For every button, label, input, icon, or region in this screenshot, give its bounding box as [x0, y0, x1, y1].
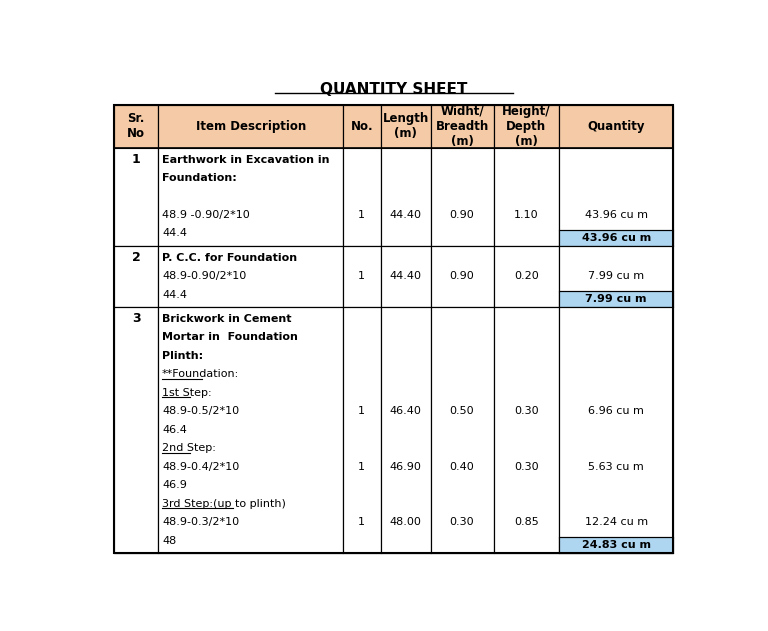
Text: 0.30: 0.30: [450, 517, 475, 527]
Bar: [114, 105, 158, 148]
Text: 1: 1: [358, 462, 366, 472]
Text: 3: 3: [132, 312, 141, 326]
Bar: [380, 105, 431, 148]
Text: 46.4: 46.4: [162, 425, 187, 435]
Text: 48.9 -0.90/2*10: 48.9 -0.90/2*10: [162, 210, 250, 220]
Bar: [494, 246, 559, 307]
Text: 48: 48: [162, 536, 177, 546]
Bar: [559, 291, 674, 307]
Bar: [431, 246, 494, 307]
Text: 46.40: 46.40: [389, 406, 422, 416]
Text: 0.40: 0.40: [450, 462, 475, 472]
Text: 0.30: 0.30: [514, 406, 538, 416]
Bar: [343, 307, 380, 553]
Text: Item Description: Item Description: [196, 120, 306, 133]
Bar: [114, 148, 158, 245]
Text: 1: 1: [358, 406, 366, 416]
Text: 0.85: 0.85: [514, 517, 538, 527]
Text: 46.9: 46.9: [162, 480, 187, 490]
Text: 1: 1: [358, 271, 366, 281]
Text: Sr.
No: Sr. No: [127, 112, 145, 140]
Text: Plinth:: Plinth:: [162, 351, 204, 361]
Bar: [559, 307, 674, 553]
Bar: [380, 307, 431, 553]
Bar: [559, 148, 674, 245]
Text: 48.9-0.5/2*10: 48.9-0.5/2*10: [162, 406, 239, 416]
Text: 48.00: 48.00: [389, 517, 422, 527]
Bar: [343, 246, 380, 307]
Text: **Foundation:: **Foundation:: [162, 369, 240, 379]
Text: 0.90: 0.90: [450, 271, 475, 281]
Bar: [494, 307, 559, 553]
Text: Earthwork in Excavation in: Earthwork in Excavation in: [162, 155, 329, 165]
Bar: [114, 246, 158, 307]
Text: 24.83 cu m: 24.83 cu m: [581, 540, 650, 550]
Bar: [158, 105, 343, 148]
Text: 12.24 cu m: 12.24 cu m: [584, 517, 647, 527]
Text: 0.20: 0.20: [514, 271, 538, 281]
Text: 2nd Step:: 2nd Step:: [162, 443, 216, 453]
Text: 43.96 cu m: 43.96 cu m: [584, 210, 647, 220]
Text: Widht/
Breadth
(m): Widht/ Breadth (m): [435, 105, 488, 148]
Text: Mortar in  Foundation: Mortar in Foundation: [162, 333, 298, 343]
Bar: [494, 148, 559, 245]
Text: 46.90: 46.90: [389, 462, 422, 472]
Text: 44.40: 44.40: [389, 271, 422, 281]
Bar: [380, 148, 431, 245]
Bar: [114, 307, 158, 553]
Text: 1: 1: [358, 210, 366, 220]
Bar: [343, 105, 380, 148]
Text: 6.96 cu m: 6.96 cu m: [588, 406, 644, 416]
Text: 0.30: 0.30: [514, 462, 538, 472]
Bar: [431, 148, 494, 245]
Text: Length
(m): Length (m): [382, 112, 429, 140]
Bar: [559, 536, 674, 553]
Text: 1.10: 1.10: [514, 210, 538, 220]
Bar: [494, 105, 559, 148]
Bar: [158, 148, 343, 245]
Text: No.: No.: [350, 120, 373, 133]
Text: 0.50: 0.50: [450, 406, 475, 416]
Bar: [559, 105, 674, 148]
Bar: [380, 246, 431, 307]
Bar: [559, 246, 674, 307]
Text: Height/
Depth
(m): Height/ Depth (m): [502, 105, 551, 148]
Text: 48.9-0.3/2*10: 48.9-0.3/2*10: [162, 517, 239, 527]
Bar: [431, 105, 494, 148]
Text: 2: 2: [132, 251, 141, 264]
Text: 44.4: 44.4: [162, 290, 187, 300]
Text: 7.99 cu m: 7.99 cu m: [585, 294, 647, 304]
Text: 7.99 cu m: 7.99 cu m: [588, 271, 644, 281]
Text: QUANTITY SHEET: QUANTITY SHEET: [320, 82, 467, 97]
Bar: [343, 148, 380, 245]
Text: 3rd Step:(up to plinth): 3rd Step:(up to plinth): [162, 498, 286, 509]
Text: 1st Step:: 1st Step:: [162, 388, 212, 398]
Text: Quantity: Quantity: [588, 120, 645, 133]
Text: 5.63 cu m: 5.63 cu m: [588, 462, 644, 472]
Text: 48.9-0.4/2*10: 48.9-0.4/2*10: [162, 462, 240, 472]
Text: 44.40: 44.40: [389, 210, 422, 220]
Bar: [559, 230, 674, 245]
Bar: [158, 307, 343, 553]
Bar: [158, 246, 343, 307]
Text: Brickwork in Cement: Brickwork in Cement: [162, 314, 292, 324]
Text: 1: 1: [358, 517, 366, 527]
Text: 43.96 cu m: 43.96 cu m: [581, 233, 650, 243]
Bar: [431, 307, 494, 553]
Text: Foundation:: Foundation:: [162, 173, 237, 183]
Text: 1: 1: [132, 153, 141, 166]
Text: 44.4: 44.4: [162, 228, 187, 239]
Text: 0.90: 0.90: [450, 210, 475, 220]
Text: 48.9-0.90/2*10: 48.9-0.90/2*10: [162, 271, 247, 281]
Text: P. C.C. for Foundation: P. C.C. for Foundation: [162, 253, 297, 262]
